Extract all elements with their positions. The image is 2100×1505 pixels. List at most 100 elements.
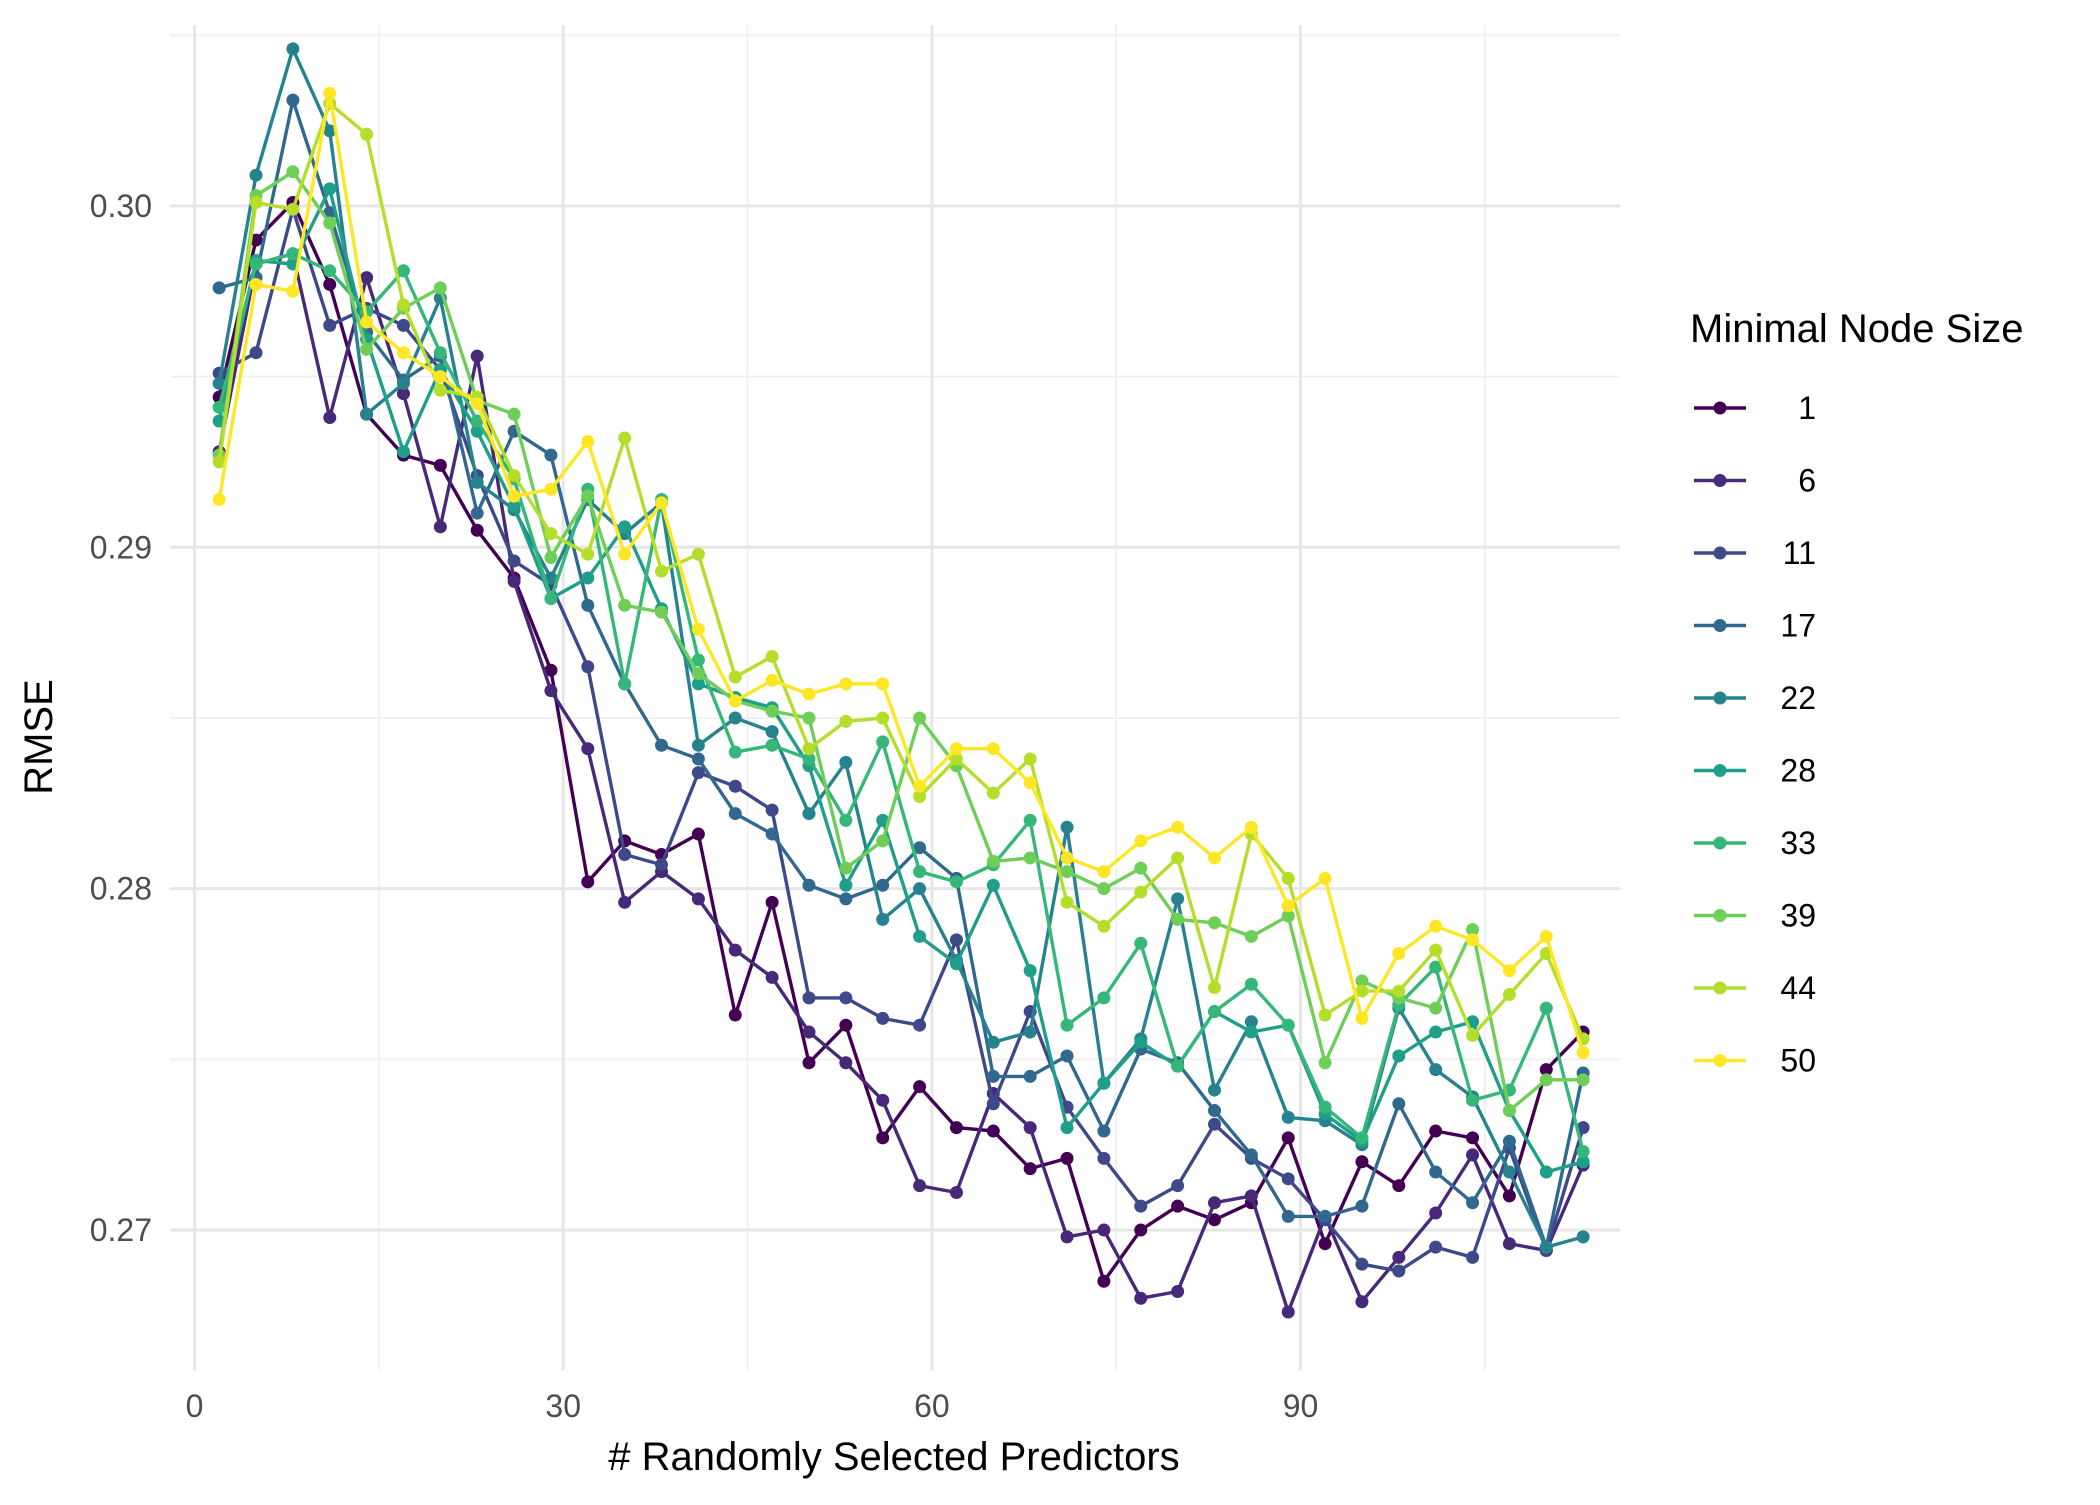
data-point (1023, 752, 1037, 766)
data-point (765, 827, 779, 841)
data-point (728, 745, 742, 759)
data-point (1023, 1025, 1037, 1039)
data-point (1060, 865, 1074, 879)
data-point (876, 834, 890, 848)
legend-label: 39 (1780, 898, 1816, 934)
data-point (949, 1185, 963, 1199)
axes: 0 30 60 90 0.27 0.28 0.29 0.30 # Randomly Sele… (17, 188, 1318, 1479)
x-tick-label: 60 (914, 1388, 950, 1424)
data-point (1355, 1199, 1369, 1213)
x-axis-title: # Randomly Selected Predictors (608, 1435, 1179, 1479)
data-point (433, 520, 447, 534)
data-point (765, 725, 779, 739)
legend-key-point (1713, 836, 1727, 850)
data-point (1429, 919, 1443, 933)
data-point (1134, 1223, 1148, 1237)
data-point (323, 124, 337, 138)
data-point (1355, 1155, 1369, 1169)
data-point (249, 277, 263, 291)
series-line-33 (217, 251, 1585, 1152)
series-50 (212, 86, 1590, 1060)
data-point (1281, 871, 1295, 885)
data-point (728, 711, 742, 725)
data-point (1392, 1049, 1406, 1063)
data-point (1429, 1025, 1443, 1039)
data-point (1207, 1196, 1221, 1210)
data-point (1502, 964, 1516, 978)
data-point (286, 284, 300, 298)
data-point (1171, 1179, 1185, 1193)
data-point (544, 684, 558, 698)
data-point (913, 882, 927, 896)
data-point (1023, 964, 1037, 978)
data-point (802, 1056, 816, 1070)
data-point (986, 1124, 1000, 1138)
data-point (1207, 851, 1221, 865)
data-point (581, 598, 595, 612)
data-point (581, 742, 595, 756)
legend-label: 17 (1780, 608, 1816, 644)
data-point (1134, 1291, 1148, 1305)
data-point (433, 370, 447, 384)
data-point (986, 1069, 1000, 1083)
data-point (913, 1018, 927, 1032)
data-point (691, 827, 705, 841)
data-point (1060, 1049, 1074, 1063)
data-point (212, 376, 226, 390)
data-point (1539, 929, 1553, 943)
data-point (1134, 834, 1148, 848)
data-point (839, 861, 853, 875)
data-point (765, 970, 779, 984)
data-point (691, 653, 705, 667)
legend-item-6: 6 (1694, 463, 1816, 499)
data-point (1466, 923, 1480, 937)
data-point (1429, 960, 1443, 974)
data-point (1171, 1059, 1185, 1073)
data-point (323, 182, 337, 196)
data-point (765, 673, 779, 687)
x-axis-ticks: 0 30 60 90 (186, 1388, 1319, 1424)
data-point (581, 434, 595, 448)
data-point (433, 346, 447, 360)
data-point (470, 349, 484, 363)
data-point (1207, 1104, 1221, 1118)
y-axis-title: RMSE (17, 679, 61, 795)
data-point (1392, 1097, 1406, 1111)
data-point (655, 605, 669, 619)
data-point (913, 1179, 927, 1193)
data-point (691, 677, 705, 691)
data-point (839, 1056, 853, 1070)
data-point (396, 376, 410, 390)
y-tick-label: 0.29 (90, 529, 152, 565)
data-point (1576, 1145, 1590, 1159)
data-point (1539, 1240, 1553, 1254)
legend-label: 22 (1780, 680, 1816, 716)
data-point (323, 318, 337, 332)
data-point (1244, 1025, 1258, 1039)
data-point (839, 892, 853, 906)
data-point (765, 704, 779, 718)
data-point (507, 554, 521, 568)
data-point (1392, 984, 1406, 998)
data-point (507, 469, 521, 483)
data-point (691, 622, 705, 636)
data-point (1392, 947, 1406, 961)
data-point (323, 411, 337, 425)
data-point (1060, 1151, 1074, 1165)
data-point (765, 738, 779, 752)
data-point (1244, 820, 1258, 834)
data-point (691, 752, 705, 766)
data-point (1060, 851, 1074, 865)
data-point (986, 1035, 1000, 1049)
data-point (839, 878, 853, 892)
x-tick-label: 90 (1283, 1388, 1319, 1424)
data-point (1097, 1274, 1111, 1288)
data-point (691, 667, 705, 681)
data-point (618, 547, 632, 561)
series-28 (212, 182, 1590, 1179)
series-33 (212, 247, 1590, 1159)
data-point (728, 1008, 742, 1022)
data-point (949, 875, 963, 889)
data-point (581, 660, 595, 674)
data-point (913, 841, 927, 855)
